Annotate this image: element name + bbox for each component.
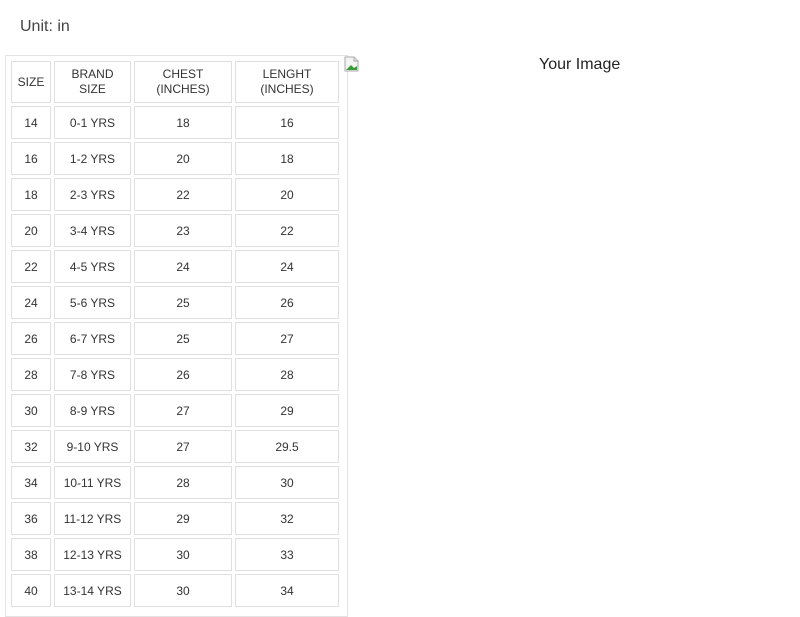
- table-cell: 29.5: [235, 430, 339, 463]
- table-cell: 30: [11, 394, 51, 427]
- table-cell: 27: [134, 430, 232, 463]
- column-header: CHEST (INCHES): [134, 61, 232, 103]
- table-cell: 4-5 YRS: [54, 250, 131, 283]
- table-cell: 32: [11, 430, 51, 463]
- header-text: (INCHES): [156, 82, 210, 96]
- header-text: BRAND: [71, 67, 114, 81]
- table-cell: 33: [235, 538, 339, 571]
- table-cell: 28: [134, 466, 232, 499]
- size-chart-table: SIZE BRAND SIZE CHEST (INCHES) LENGHT (INCHES)…: [8, 58, 342, 610]
- column-header: LENGHT (INCHES): [235, 61, 339, 103]
- table-cell: 3-4 YRS: [54, 214, 131, 247]
- table-cell: 22: [134, 178, 232, 211]
- table-row: 24 5-6 YRS 25 26: [11, 286, 339, 319]
- table-cell: 14: [11, 106, 51, 139]
- size-chart-container: SIZE BRAND SIZE CHEST (INCHES) LENGHT (INCHES)…: [5, 55, 348, 617]
- table-cell: 27: [235, 322, 339, 355]
- table-row: 34 10-11 YRS 28 30: [11, 466, 339, 499]
- table-cell: 34: [11, 466, 51, 499]
- table-cell: 13-14 YRS: [54, 574, 131, 607]
- table-cell: 6-7 YRS: [54, 322, 131, 355]
- header-text: SIZE: [17, 74, 45, 89]
- table-cell: 32: [235, 502, 339, 535]
- table-cell: 24: [11, 286, 51, 319]
- table-cell: 26: [11, 322, 51, 355]
- table-row: 30 8-9 YRS 27 29: [11, 394, 339, 427]
- table-cell: 20: [235, 178, 339, 211]
- column-header: SIZE: [11, 61, 51, 103]
- table-cell: 2-3 YRS: [54, 178, 131, 211]
- table-cell: 28: [11, 358, 51, 391]
- table-cell: 29: [134, 502, 232, 535]
- table-cell: 30: [134, 538, 232, 571]
- table-row: 38 12-13 YRS 30 33: [11, 538, 339, 571]
- table-cell: 22: [11, 250, 51, 283]
- table-cell: 24: [134, 250, 232, 283]
- table-row: 18 2-3 YRS 22 20: [11, 178, 339, 211]
- table-cell: 34: [235, 574, 339, 607]
- table-cell: 10-11 YRS: [54, 466, 131, 499]
- table-cell: 26: [235, 286, 339, 319]
- table-row: 22 4-5 YRS 24 24: [11, 250, 339, 283]
- header-text: CHEST: [162, 67, 204, 81]
- table-cell: 12-13 YRS: [54, 538, 131, 571]
- table-cell: 1-2 YRS: [54, 142, 131, 175]
- table-cell: 22: [235, 214, 339, 247]
- table-cell: 9-10 YRS: [54, 430, 131, 463]
- table-cell: 26: [134, 358, 232, 391]
- table-row: 40 13-14 YRS 30 34: [11, 574, 339, 607]
- table-cell: 8-9 YRS: [54, 394, 131, 427]
- table-row: 16 1-2 YRS 20 18: [11, 142, 339, 175]
- image-alt-text: Your Image: [539, 56, 621, 73]
- table-cell: 0-1 YRS: [54, 106, 131, 139]
- header-text: (INCHES): [260, 82, 314, 96]
- table-cell: 18: [235, 142, 339, 175]
- table-row: 36 11-12 YRS 29 32: [11, 502, 339, 535]
- header-row: SIZE BRAND SIZE CHEST (INCHES) LENGHT (INCHES): [11, 61, 339, 103]
- column-header: BRAND SIZE: [54, 61, 131, 103]
- table-cell: 36: [11, 502, 51, 535]
- table-row: 32 9-10 YRS 27 29.5: [11, 430, 339, 463]
- table-cell: 16: [235, 106, 339, 139]
- table-cell: 40: [11, 574, 51, 607]
- table-cell: 20: [11, 214, 51, 247]
- header-text: SIZE: [79, 82, 106, 96]
- table-cell: 25: [134, 286, 232, 319]
- table-cell: 23: [134, 214, 232, 247]
- table-cell: 16: [11, 142, 51, 175]
- table-cell: 30: [235, 466, 339, 499]
- table-cell: 38: [11, 538, 51, 571]
- table-cell: 5-6 YRS: [54, 286, 131, 319]
- table-cell: 25: [134, 322, 232, 355]
- table-row: 28 7-8 YRS 26 28: [11, 358, 339, 391]
- table-cell: 30: [134, 574, 232, 607]
- table-row: 26 6-7 YRS 25 27: [11, 322, 339, 355]
- table-cell: 29: [235, 394, 339, 427]
- table-cell: 28: [235, 358, 339, 391]
- table-cell: 11-12 YRS: [54, 502, 131, 535]
- table-cell: 18: [11, 178, 51, 211]
- header-text: LENGHT: [262, 67, 312, 81]
- table-row: 14 0-1 YRS 18 16: [11, 106, 339, 139]
- table-row: 20 3-4 YRS 23 22: [11, 214, 339, 247]
- unit-label: Unit: in: [20, 18, 70, 35]
- table-cell: 7-8 YRS: [54, 358, 131, 391]
- table-cell: 24: [235, 250, 339, 283]
- table-cell: 27: [134, 394, 232, 427]
- table-cell: 18: [134, 106, 232, 139]
- broken-image-icon: [344, 56, 360, 72]
- table-cell: 20: [134, 142, 232, 175]
